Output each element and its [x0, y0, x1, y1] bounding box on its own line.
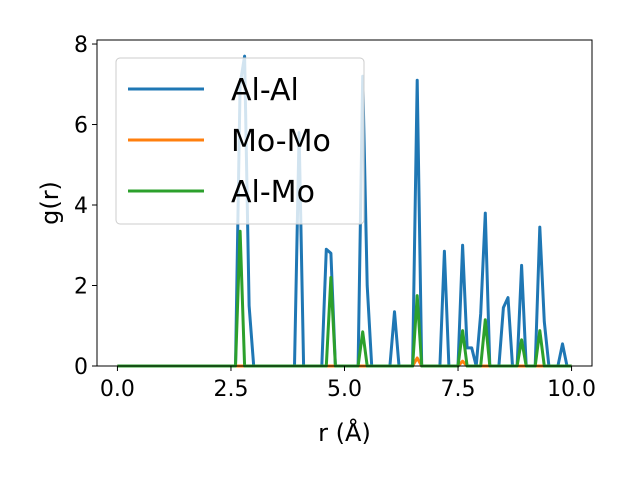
- legend-label-al-mo: Al-Mo: [231, 175, 315, 210]
- legend-label-mo-mo: Mo-Mo: [231, 124, 331, 159]
- y-tick-label: 0: [74, 355, 88, 380]
- y-tick-label: 8: [74, 33, 88, 58]
- x-tick-label: 2.5: [213, 377, 248, 402]
- y-axis: 0 2 4 6 8: [74, 33, 97, 380]
- y-tick-label: 4: [74, 194, 88, 219]
- y-axis-label: g(r): [36, 181, 64, 225]
- y-tick-label: 6: [74, 114, 88, 139]
- legend-label-al-al: Al-Al: [231, 73, 299, 108]
- x-tick-label: 7.5: [441, 377, 476, 402]
- x-axis-label: r (Å): [318, 418, 371, 447]
- legend: Al-Al Mo-Mo Al-Mo: [115, 57, 365, 225]
- y-tick-label: 2: [74, 275, 88, 300]
- legend-box: [115, 57, 365, 225]
- x-tick-label: 5.0: [327, 377, 362, 402]
- x-tick-label: 10.0: [547, 377, 596, 402]
- x-axis: 0.0 2.5 5.0 7.5 10.0: [100, 366, 596, 402]
- x-tick-label: 0.0: [100, 377, 135, 402]
